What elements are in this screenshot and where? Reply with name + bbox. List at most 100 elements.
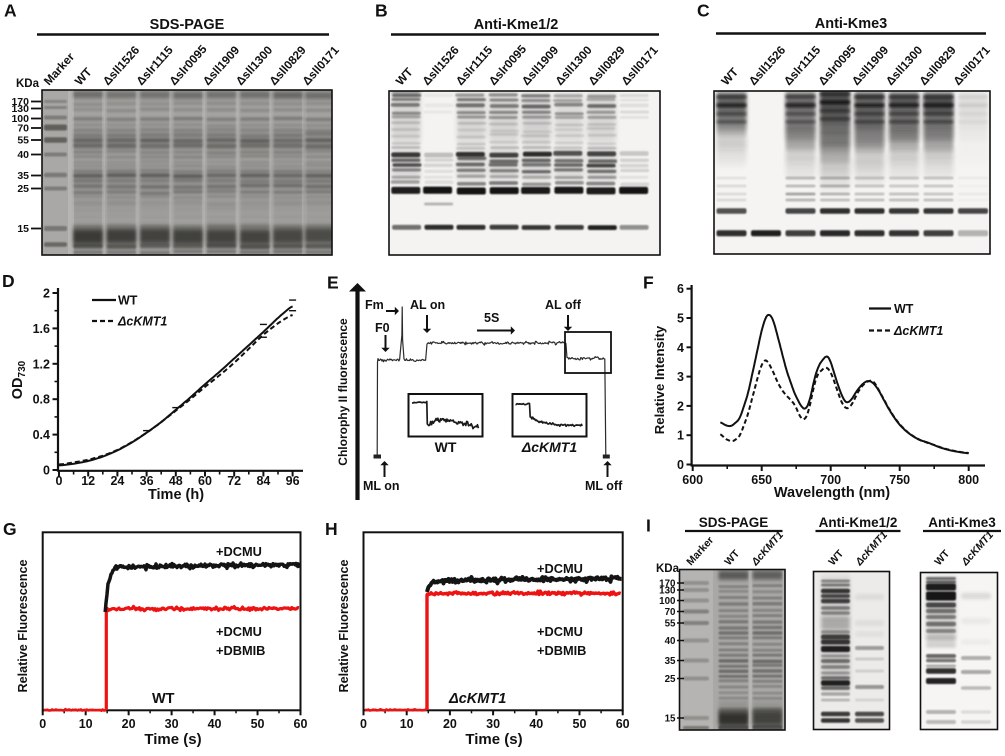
svg-text:130: 130 [11,103,29,115]
svg-text:Fm: Fm [365,298,384,312]
svg-text:AL off: AL off [545,298,582,312]
svg-text:700: 700 [820,473,841,487]
svg-text:100: 100 [659,596,676,607]
svg-text:5: 5 [677,312,684,326]
svg-text:20: 20 [443,717,457,731]
svg-text:+DBMIB: +DBMIB [216,643,265,658]
svg-text:F0: F0 [375,321,390,335]
svg-text:H: H [325,519,338,539]
svg-text:40: 40 [208,717,222,731]
svg-text:D: D [2,271,15,291]
svg-text:+DBMIB: +DBMIB [537,643,586,658]
svg-text:ΔcKMT1: ΔcKMT1 [893,324,943,338]
svg-text:Anti-Kme1/2: Anti-Kme1/2 [819,515,898,530]
svg-text:35: 35 [665,656,676,667]
svg-text:2: 2 [677,399,684,413]
svg-text:70: 70 [17,123,29,135]
svg-text:1.6: 1.6 [33,322,50,336]
svg-text:ΔcKMT1: ΔcKMT1 [521,439,578,455]
svg-text:25: 25 [665,674,676,685]
svg-text:30: 30 [165,717,179,731]
svg-text:40: 40 [529,717,543,731]
svg-text:0: 0 [39,717,46,731]
svg-text:KDa: KDa [656,563,680,575]
svg-text:F: F [643,273,654,293]
svg-text:Relative Fluorescence: Relative Fluorescence [337,560,351,693]
svg-text:50: 50 [573,717,587,731]
svg-text:+DCMU: +DCMU [537,561,583,576]
svg-text:24: 24 [110,474,124,488]
svg-text:48: 48 [169,474,183,488]
svg-text:ML off: ML off [585,479,623,493]
svg-text:0.4: 0.4 [33,428,50,442]
svg-text:36: 36 [140,474,154,488]
svg-text:15: 15 [17,223,29,235]
svg-text:1.2: 1.2 [33,357,50,371]
svg-text:170: 170 [11,96,29,108]
svg-text:40: 40 [17,149,29,161]
svg-text:C: C [697,1,710,21]
svg-text:72: 72 [227,474,241,488]
svg-text:84: 84 [256,474,270,488]
svg-text:50: 50 [251,717,265,731]
svg-text:WT: WT [118,294,138,308]
svg-text:Time (s): Time (s) [465,731,522,748]
svg-text:100: 100 [11,113,29,125]
svg-text:20: 20 [122,717,136,731]
svg-text:5S: 5S [484,311,499,325]
svg-text:10: 10 [400,717,414,731]
svg-text:ML on: ML on [363,479,400,493]
svg-text:650: 650 [751,473,772,487]
svg-text:Relative Fluorescence: Relative Fluorescence [16,560,30,693]
svg-text:+DCMU: +DCMU [216,624,262,639]
svg-text:0: 0 [360,717,367,731]
svg-text:G: G [3,519,17,539]
svg-text:12: 12 [81,474,95,488]
svg-text:60: 60 [616,717,630,731]
svg-text:B: B [375,1,388,21]
svg-text:0.8: 0.8 [33,393,50,407]
svg-text:55: 55 [17,135,29,147]
svg-text:1: 1 [677,429,684,443]
svg-text:96: 96 [286,474,300,488]
svg-text:+DCMU: +DCMU [216,544,262,559]
svg-text:KDa: KDa [16,78,40,90]
svg-text:SDS-PAGE: SDS-PAGE [699,515,769,530]
svg-text:25: 25 [17,183,29,195]
svg-text:Anti-Kme3: Anti-Kme3 [815,16,888,32]
svg-text:60: 60 [294,717,308,731]
svg-text:Anti-Kme3: Anti-Kme3 [928,515,996,530]
svg-text:130: 130 [659,585,676,596]
svg-text:40: 40 [665,636,676,647]
svg-text:Time (s): Time (s) [144,731,201,748]
svg-text:3: 3 [677,370,684,384]
svg-text:WT: WT [435,439,457,455]
svg-text:SDS-PAGE: SDS-PAGE [150,17,225,33]
svg-text:0: 0 [677,458,684,472]
svg-text:Anti-Kme1/2: Anti-Kme1/2 [474,17,559,33]
svg-text:10: 10 [79,717,93,731]
svg-text:6: 6 [677,282,684,296]
svg-text:35: 35 [17,170,29,182]
svg-text:A: A [4,1,17,21]
svg-text:800: 800 [958,473,979,487]
svg-text:Chlorophy II fluorescence: Chlorophy II fluorescence [336,318,350,466]
svg-text:AL on: AL on [410,298,445,312]
svg-text:Relative Intensity: Relative Intensity [652,325,667,434]
svg-text:Time (h): Time (h) [148,487,204,503]
svg-text:750: 750 [889,473,910,487]
svg-text:170: 170 [659,578,676,589]
svg-text:WT: WT [894,302,914,316]
svg-text:ΔcKMT1: ΔcKMT1 [448,691,506,707]
svg-text:E: E [327,273,339,293]
svg-text:4: 4 [677,341,684,355]
svg-text:55: 55 [665,618,676,629]
svg-text:ΔcKMT1: ΔcKMT1 [117,315,167,329]
svg-text:WT: WT [152,691,175,707]
svg-text:30: 30 [486,717,500,731]
svg-text:60: 60 [198,474,212,488]
svg-text:600: 600 [682,473,703,487]
svg-text:+DCMU: +DCMU [537,624,583,639]
svg-text:Wavelength (nm): Wavelength (nm) [774,485,890,501]
svg-text:2: 2 [43,287,50,301]
